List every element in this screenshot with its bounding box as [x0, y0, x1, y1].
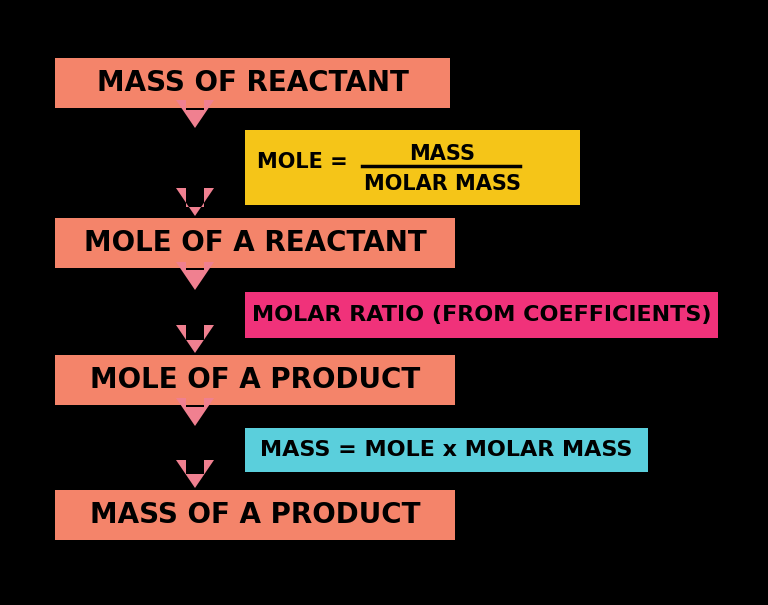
Polygon shape: [176, 325, 214, 353]
Polygon shape: [176, 188, 214, 216]
Text: MOLAR RATIO (FROM COEFFICIENTS): MOLAR RATIO (FROM COEFFICIENTS): [252, 305, 711, 325]
Polygon shape: [176, 262, 214, 290]
FancyBboxPatch shape: [55, 58, 450, 108]
Text: MASS: MASS: [409, 143, 475, 163]
Polygon shape: [176, 398, 214, 426]
FancyBboxPatch shape: [55, 218, 455, 268]
FancyBboxPatch shape: [245, 292, 718, 338]
Text: MOLE =: MOLE =: [257, 151, 355, 171]
Polygon shape: [176, 100, 214, 128]
FancyBboxPatch shape: [55, 355, 455, 405]
FancyBboxPatch shape: [55, 490, 455, 540]
Text: MASS OF A PRODUCT: MASS OF A PRODUCT: [90, 501, 420, 529]
Text: MOLE OF A PRODUCT: MOLE OF A PRODUCT: [90, 366, 420, 394]
Text: MASS = MOLE x MOLAR MASS: MASS = MOLE x MOLAR MASS: [260, 440, 633, 460]
FancyBboxPatch shape: [245, 428, 648, 472]
Text: MOLAR MASS: MOLAR MASS: [363, 174, 521, 194]
Text: MASS OF REACTANT: MASS OF REACTANT: [97, 69, 409, 97]
Polygon shape: [176, 460, 214, 488]
FancyBboxPatch shape: [245, 130, 580, 205]
Text: MOLE OF A REACTANT: MOLE OF A REACTANT: [84, 229, 426, 257]
